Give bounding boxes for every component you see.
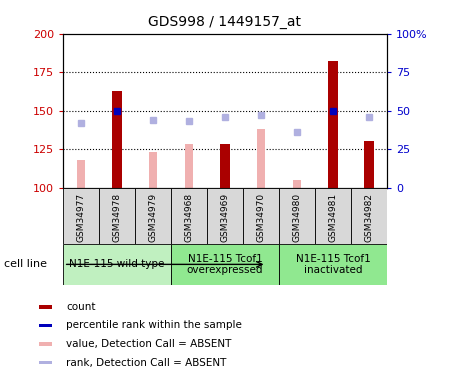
Bar: [365, 141, 373, 188]
Text: N1E-115 Tcof1
overexpressed: N1E-115 Tcof1 overexpressed: [187, 254, 263, 275]
Bar: [63, 188, 99, 244]
Bar: [293, 180, 301, 188]
Bar: [185, 144, 193, 188]
Bar: [351, 188, 387, 244]
Bar: [39, 361, 52, 364]
Bar: [315, 188, 351, 244]
Text: GSM34969: GSM34969: [220, 193, 230, 242]
Text: N1E-115 wild type: N1E-115 wild type: [69, 260, 165, 269]
Bar: [221, 144, 229, 188]
Text: percentile rank within the sample: percentile rank within the sample: [66, 321, 242, 330]
Bar: [279, 188, 315, 244]
Text: GSM34981: GSM34981: [328, 193, 338, 242]
Bar: [328, 62, 338, 188]
Bar: [99, 188, 135, 244]
Bar: [112, 91, 122, 188]
Text: count: count: [66, 302, 95, 312]
Bar: [243, 188, 279, 244]
Bar: [257, 129, 265, 188]
Text: rank, Detection Call = ABSENT: rank, Detection Call = ABSENT: [66, 358, 226, 368]
Text: GSM34977: GSM34977: [76, 193, 86, 242]
Bar: [279, 244, 387, 285]
Text: N1E-115 Tcof1
inactivated: N1E-115 Tcof1 inactivated: [296, 254, 370, 275]
Bar: [364, 141, 374, 188]
Bar: [171, 188, 207, 244]
Bar: [39, 306, 52, 309]
Bar: [63, 244, 171, 285]
Bar: [171, 244, 279, 285]
Text: value, Detection Call = ABSENT: value, Detection Call = ABSENT: [66, 339, 231, 349]
Bar: [149, 152, 157, 188]
Bar: [39, 342, 52, 345]
Bar: [135, 188, 171, 244]
Text: GSM34980: GSM34980: [292, 193, 302, 242]
Bar: [220, 144, 230, 188]
Text: GSM34968: GSM34968: [184, 193, 194, 242]
Text: GSM34970: GSM34970: [256, 193, 266, 242]
Bar: [39, 324, 52, 327]
Text: GSM34978: GSM34978: [112, 193, 122, 242]
Text: GSM34979: GSM34979: [148, 193, 157, 242]
Bar: [77, 160, 85, 188]
Bar: [207, 188, 243, 244]
Text: cell line: cell line: [4, 260, 48, 269]
Text: GSM34982: GSM34982: [364, 193, 373, 242]
Text: GDS998 / 1449157_at: GDS998 / 1449157_at: [148, 15, 302, 29]
